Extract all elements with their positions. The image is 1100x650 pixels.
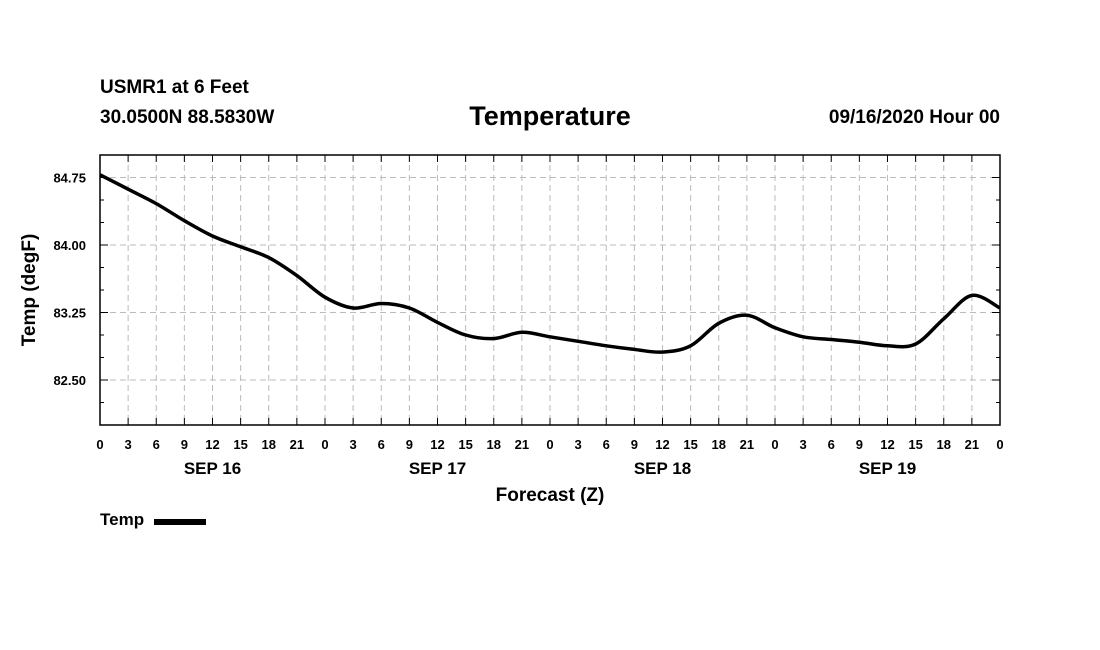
x-tick-label: 21 <box>965 437 979 452</box>
y-tick-label: 84.75 <box>53 171 86 186</box>
x-tick-label: 0 <box>96 437 103 452</box>
plot-frame <box>99 154 1001 426</box>
x-tick-label: 15 <box>458 437 472 452</box>
x-tick-label: 6 <box>603 437 610 452</box>
x-tick-label: 0 <box>771 437 778 452</box>
x-tick-label: 6 <box>153 437 160 452</box>
coordinates-label: 30.0500N 88.5830W <box>100 107 275 128</box>
x-tick-label: 18 <box>712 437 726 452</box>
day-label: SEP 19 <box>859 459 916 478</box>
y-axis-label: Temp (degF) <box>19 234 40 347</box>
y-tick-label: 84.00 <box>53 238 86 253</box>
x-tick-label: 18 <box>487 437 501 452</box>
legend: Temp <box>100 510 207 530</box>
grid-lines <box>100 155 1000 425</box>
y-tick-label: 82.50 <box>53 373 86 388</box>
x-tick-label: 3 <box>800 437 807 452</box>
x-axis: 0 3 6 9 12 15 18 21 0 3 6 9 12 15 18 21 0 3 6 9 12 15 18 21 0 3 6 9… <box>96 155 1004 478</box>
x-tick-label: 3 <box>575 437 582 452</box>
x-tick-label: 0 <box>996 437 1003 452</box>
x-tick-label: 6 <box>828 437 835 452</box>
x-tick-label: 12 <box>655 437 669 452</box>
chart-title: Temperature <box>469 101 631 131</box>
day-label: SEP 16 <box>184 459 241 478</box>
x-tick-label: 9 <box>181 437 188 452</box>
x-tick-label: 9 <box>856 437 863 452</box>
run-time-label: 09/16/2020 Hour 00 <box>828 107 1000 128</box>
day-label: SEP 17 <box>409 459 466 478</box>
x-tick-label: 12 <box>430 437 444 452</box>
x-tick-label: 9 <box>406 437 413 452</box>
x-tick-label: 6 <box>378 437 385 452</box>
x-tick-label: 9 <box>631 437 638 452</box>
x-tick-label: 12 <box>880 437 894 452</box>
temp-series-line <box>99 173 1001 354</box>
y-axis: 82.50 83.25 84.00 84.75 <box>53 154 1000 426</box>
x-tick-label: 12 <box>205 437 219 452</box>
y-tick-label: 83.25 <box>53 306 86 321</box>
x-tick-label: 15 <box>683 437 697 452</box>
x-tick-label: 0 <box>321 437 328 452</box>
x-tick-label: 21 <box>740 437 754 452</box>
station-label: USMR1 at 6 Feet <box>100 77 249 98</box>
x-tick-label: 3 <box>350 437 357 452</box>
x-tick-label: 0 <box>546 437 553 452</box>
x-tick-label: 3 <box>125 437 132 452</box>
x-tick-label: 15 <box>233 437 247 452</box>
x-axis-label: Forecast (Z) <box>496 485 605 506</box>
day-label: SEP 18 <box>634 459 691 478</box>
legend-swatch <box>154 518 207 525</box>
x-tick-label: 15 <box>908 437 922 452</box>
x-tick-label: 21 <box>290 437 304 452</box>
x-tick-label: 18 <box>262 437 276 452</box>
legend-label: Temp <box>100 510 145 529</box>
series-layer <box>99 173 1001 354</box>
x-tick-label: 18 <box>937 437 951 452</box>
x-tick-label: 21 <box>515 437 529 452</box>
